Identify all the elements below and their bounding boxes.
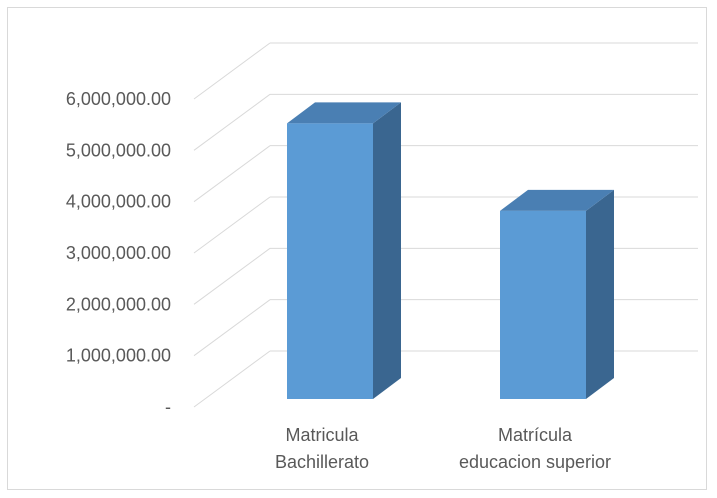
gridline-diagonal (193, 145, 271, 203)
y-tick-label: 4,000,000.00 (66, 192, 171, 212)
chart-area: - 1,000,000.00 2,000,000.00 3,000,000.00 4,0… (7, 7, 707, 490)
x-category-label: Matrícula educacion superior (459, 425, 611, 472)
gridline-diagonal (193, 42, 271, 100)
y-tick-label: 1,000,000.00 (66, 346, 171, 366)
y-tick-label: 5,000,000.00 (66, 140, 171, 160)
gridline-diagonal (193, 247, 271, 305)
chart-plot: - 1,000,000.00 2,000,000.00 3,000,000.00 4,0… (66, 42, 698, 472)
bar-top (500, 189, 614, 211)
y-tick-label: 6,000,000.00 (66, 89, 171, 109)
bar-top (287, 102, 401, 124)
bar-side (373, 102, 401, 400)
x-category-label-line: Matricula (285, 425, 359, 445)
bar (500, 210, 586, 399)
bar-side (586, 189, 614, 399)
gridline-diagonal (193, 299, 271, 357)
y-tick-label: 2,000,000.00 (66, 294, 171, 314)
x-category-label-line: Matrícula (498, 425, 573, 445)
bar (287, 123, 373, 400)
y-tick-label: - (165, 397, 171, 417)
x-category-label: Matricula Bachillerato (275, 425, 369, 472)
x-category-label-line: educacion superior (459, 452, 611, 472)
x-category-label-line: Bachillerato (275, 452, 369, 472)
y-tick-label: 3,000,000.00 (66, 243, 171, 263)
gridline-diagonal (193, 196, 271, 254)
gridline-diagonal (193, 350, 271, 408)
gridline-diagonal (193, 93, 271, 151)
